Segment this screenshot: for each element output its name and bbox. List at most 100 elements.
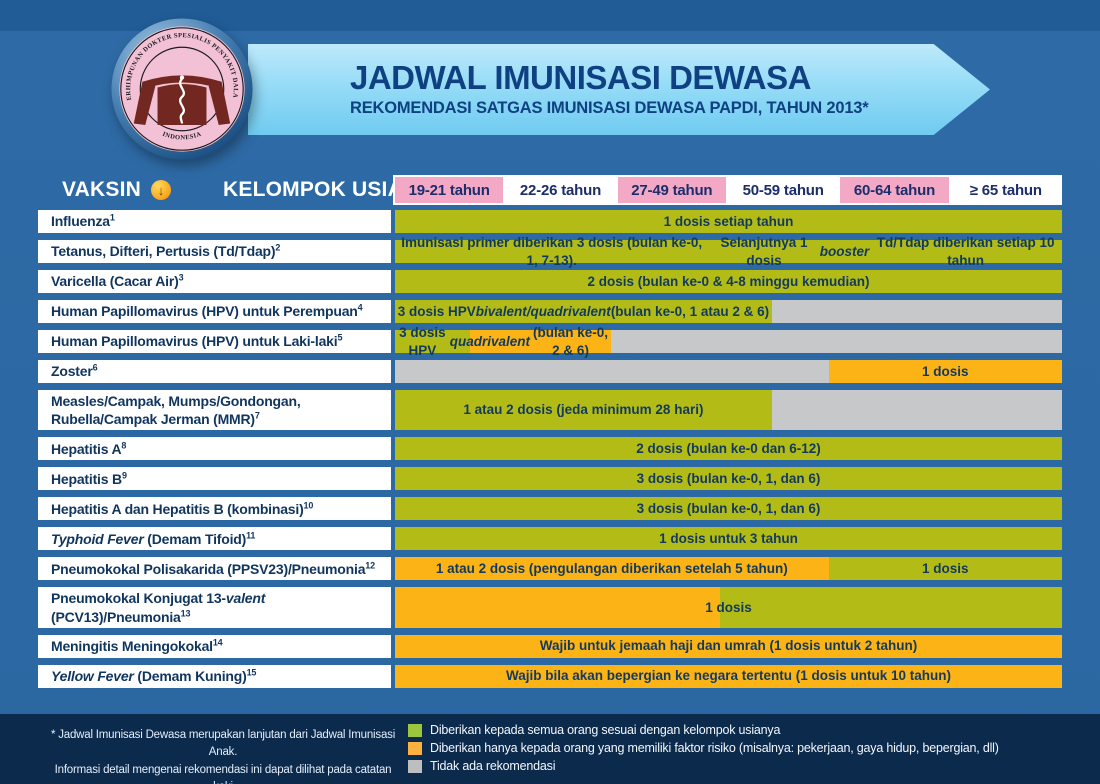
bar-text: 1 dosis — [705, 599, 752, 615]
table-row: Typhoid Fever (Demam Tifoid)11 1 dosis un… — [38, 527, 1062, 551]
schedule-bar: 1 dosis setiap tahun — [395, 210, 1062, 233]
bar-segment-green — [395, 330, 470, 353]
legend-item: Tidak ada rekomendasi — [408, 759, 999, 773]
vaccine-name: Hepatitis B9 — [38, 467, 391, 491]
schedule-bar: 3 dosis (bulan ke-0, 1, dan 6) — [395, 467, 1062, 491]
age-group-cell: 60-64 tahun — [840, 177, 949, 203]
bar-text: 1 dosis — [922, 561, 969, 577]
title-banner: JADWAL IMUNISASI DEWASA REKOMENDASI SATG… — [248, 44, 990, 135]
bar-segment-gray — [771, 390, 1062, 431]
legend-swatch — [408, 741, 422, 755]
bar-segment-green — [395, 300, 772, 323]
bar-text: 1 dosis — [922, 363, 969, 379]
bar-segment-green — [395, 437, 1062, 461]
table-row: Hepatitis B9 3 dosis (bulan ke-0, 1, dan … — [38, 467, 1062, 491]
bar-segment-green — [395, 497, 1062, 521]
schedule-bar: 1 dosis untuk 3 tahun — [395, 527, 1062, 551]
vaccine-name: Tetanus, Difteri, Pertusis (Td/Tdap)2 — [38, 240, 391, 263]
vaccine-name: Human Papillomavirus (HPV) untuk Perempu… — [38, 300, 391, 323]
table-row: Hepatitis A8 2 dosis (bulan ke-0 dan 6-12… — [38, 437, 1062, 461]
bar-text: 1 atau 2 dosis (jeda minimum 28 hari) — [463, 402, 704, 418]
table-row: Zoster6 1 dosis — [38, 360, 1062, 383]
bar-segment-green — [395, 210, 1062, 233]
schedule-bar: 3 dosis HPV quadrivalent (bulan ke-0, 2 &… — [395, 325, 1062, 358]
bar-segment-gray — [771, 300, 1062, 323]
table-row: Varicella (Cacar Air)3 2 dosis (bulan ke-… — [38, 270, 1062, 293]
bar-text: 1 atau 2 dosis (pengulangan diberikan se… — [435, 561, 788, 577]
vaccine-name: Yellow Fever (Demam Kuning)15 — [38, 664, 391, 688]
footnote: * Jadwal Imunisasi Dewasa merupakan lanj… — [48, 727, 398, 784]
schedule-table: Influenza1 1 dosis setiap tahun Tetanus, D… — [38, 210, 1062, 695]
age-group-header: 19-21 tahun 22-26 tahun 27-49 tahun 50-59 t… — [393, 175, 1062, 205]
bar-segment-orange — [469, 330, 612, 353]
bar-text: Wajib bila akan bepergian ke negara tert… — [505, 668, 952, 684]
age-group-cell: 19-21 tahun — [395, 177, 504, 203]
legend-swatch — [408, 759, 422, 773]
column-header: VAKSIN ↓ KELOMPOK USIA → — [62, 174, 443, 206]
bar-segment-gray — [611, 330, 1062, 353]
page-title: JADWAL IMUNISASI DEWASA — [350, 59, 811, 97]
bar-segment-orange — [395, 664, 1062, 688]
bar-segment-gray — [395, 360, 829, 383]
bar-segment-green — [395, 467, 1062, 491]
legend-swatch — [408, 723, 422, 737]
asclepius-snake-icon — [179, 75, 185, 124]
vaccine-name: Typhoid Fever (Demam Tifoid)11 — [38, 527, 391, 551]
schedule-bar: 1 atau 2 dosis (jeda minimum 28 hari) — [395, 390, 1062, 431]
bar-text: 3 dosis (bulan ke-0, 1, dan 6) — [636, 471, 821, 487]
vaccine-name: Human Papillomavirus (HPV) untuk Laki-la… — [38, 330, 391, 353]
bar-segment-orange — [828, 360, 1062, 383]
legend: Diberikan kepada semua orang sesuai deng… — [408, 723, 999, 777]
vaksin-header: VAKSIN — [62, 178, 141, 201]
schedule-bar: 2 dosis (bulan ke-0 & 4-8 minggu kemudia… — [395, 270, 1062, 293]
age-group-cell: 50-59 tahun — [728, 177, 838, 203]
bar-segment-green — [828, 557, 1062, 581]
legend-label: Tidak ada rekomendasi — [430, 759, 556, 773]
papdi-logo: PERHIMPUNAN DOKTER SPESIALIS PENYAKIT DA… — [110, 17, 253, 160]
table-row: Influenza1 1 dosis setiap tahun — [38, 210, 1062, 233]
vaccine-name: Varicella (Cacar Air)3 — [38, 270, 391, 293]
footnote-line: Informasi detail mengenai rekomendasi in… — [54, 763, 392, 784]
vaccine-name: Meningitis Meningokokal14 — [38, 634, 391, 658]
bar-text: 2 dosis (bulan ke-0 dan 6-12) — [636, 441, 821, 457]
age-group-cell: 27-49 tahun — [617, 177, 726, 203]
legend-item: Diberikan kepada semua orang sesuai deng… — [408, 723, 999, 737]
schedule-bar: Imunisasi primer diberikan 3 dosis (bula… — [395, 235, 1062, 268]
schedule-bar: 3 dosis (bulan ke-0, 1, dan 6) — [395, 497, 1062, 521]
legend-item: Diberikan hanya kepada orang yang memili… — [408, 741, 999, 755]
bar-segment-green — [719, 587, 1062, 628]
footer: * Jadwal Imunisasi Dewasa merupakan lanj… — [0, 714, 1100, 784]
bar-text: 2 dosis (bulan ke-0 & 4-8 minggu kemudia… — [587, 273, 870, 289]
vaccine-name: Zoster6 — [38, 360, 391, 383]
schedule-bar: 1 atau 2 dosis (pengulangan diberikan se… — [395, 557, 1062, 581]
table-row: Measles/Campak, Mumps/Gondongan, Rubella/… — [38, 390, 1062, 431]
bar-segment-green — [395, 390, 772, 431]
vaccine-name: Pneumokokal Polisakarida (PPSV23)/Pneumo… — [38, 557, 391, 581]
bar-segment-green — [395, 527, 1062, 551]
schedule-bar: 2 dosis (bulan ke-0 dan 6-12) — [395, 437, 1062, 461]
kelompok-usia-header: KELOMPOK USIA — [223, 178, 403, 201]
bar-text: 1 dosis setiap tahun — [663, 213, 794, 229]
bar-segment-green — [395, 270, 1062, 293]
age-group-cell: 22-26 tahun — [506, 177, 615, 203]
table-row: Pneumokokal Konjugat 13-valent (PCV13)/P… — [38, 587, 1062, 628]
table-row: Human Papillomavirus (HPV) untuk Laki-la… — [38, 325, 1062, 358]
table-row: Pneumokokal Polisakarida (PPSV23)/Pneumo… — [38, 557, 1062, 581]
legend-label: Diberikan kepada semua orang sesuai deng… — [430, 723, 781, 737]
schedule-bar: Wajib untuk jemaah haji dan umrah (1 dos… — [395, 634, 1062, 658]
bar-text: Wajib untuk jemaah haji dan umrah (1 dos… — [539, 638, 918, 654]
vaccine-name: Pneumokokal Konjugat 13-valent (PCV13)/P… — [38, 587, 391, 628]
bar-segment-orange — [395, 587, 720, 628]
bar-text: 3 dosis (bulan ke-0, 1, dan 6) — [636, 501, 821, 517]
footnote-line: * Jadwal Imunisasi Dewasa merupakan lanj… — [50, 729, 396, 759]
bar-text: 1 dosis untuk 3 tahun — [659, 531, 798, 547]
vaccine-name: Hepatitis A8 — [38, 437, 391, 461]
age-group-cell: ≥ 65 tahun — [951, 177, 1060, 203]
legend-label: Diberikan hanya kepada orang yang memili… — [430, 741, 999, 755]
table-row: Tetanus, Difteri, Pertusis (Td/Tdap)2 Imu… — [38, 235, 1062, 268]
schedule-bar: 1 dosis — [395, 587, 1062, 628]
vaccine-name: Hepatitis A dan Hepatitis B (kombinasi)1… — [38, 497, 391, 521]
schedule-bar: 3 dosis HPV bivalent/quadrivalent (bulan… — [395, 300, 1062, 323]
vaccine-name: Influenza1 — [38, 210, 391, 233]
